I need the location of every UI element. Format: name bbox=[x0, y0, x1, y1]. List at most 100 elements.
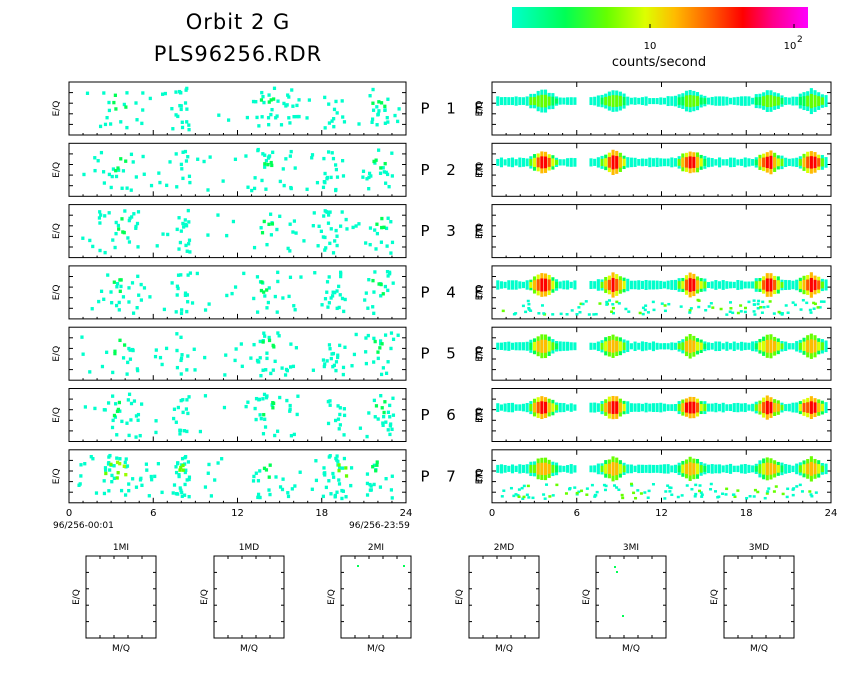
data-cell bbox=[329, 227, 333, 231]
band-cell bbox=[773, 402, 777, 413]
data-cell bbox=[130, 281, 135, 285]
band-cell bbox=[718, 281, 722, 289]
band-cell bbox=[662, 464, 667, 474]
data-cell bbox=[526, 299, 530, 303]
data-cell bbox=[115, 409, 120, 414]
data-cell bbox=[93, 406, 97, 411]
data-cell bbox=[186, 273, 190, 277]
band-cell bbox=[536, 95, 540, 107]
data-cell bbox=[140, 402, 144, 406]
band-cell bbox=[566, 465, 570, 473]
band-cell bbox=[662, 281, 667, 289]
band-cell bbox=[773, 464, 777, 474]
data-cell bbox=[793, 303, 797, 307]
band-cell bbox=[562, 159, 566, 166]
data-cell bbox=[158, 355, 163, 360]
x-tick-label-left: 6 bbox=[150, 508, 156, 519]
data-cell bbox=[604, 484, 608, 488]
band-cell bbox=[640, 464, 644, 474]
y-axis-label-small: E/Q bbox=[710, 589, 720, 605]
y-axis-label: E/Q bbox=[52, 101, 62, 117]
data-cell bbox=[386, 97, 390, 101]
data-cell bbox=[334, 228, 338, 233]
y-axis-label-right: E/Q bbox=[475, 346, 485, 362]
data-cell bbox=[183, 470, 187, 475]
data-cell bbox=[185, 86, 189, 91]
data-cell bbox=[233, 285, 238, 289]
band-cell bbox=[510, 342, 515, 350]
data-cell bbox=[699, 491, 703, 494]
band-cell bbox=[604, 464, 608, 474]
data-cell bbox=[341, 372, 345, 377]
data-cell bbox=[709, 302, 713, 305]
data-cell bbox=[107, 489, 111, 493]
band-cell bbox=[596, 341, 600, 352]
band-cell bbox=[820, 97, 824, 105]
data-cell bbox=[336, 417, 341, 421]
data-cell bbox=[135, 306, 139, 310]
data-cell bbox=[258, 356, 262, 360]
data-cell bbox=[206, 233, 210, 237]
band-cell bbox=[684, 95, 689, 107]
band-cell bbox=[754, 466, 758, 472]
data-cell bbox=[94, 491, 99, 495]
band-cell bbox=[611, 401, 615, 414]
band-cell bbox=[532, 464, 537, 473]
band-cell bbox=[706, 403, 711, 412]
band-cell bbox=[507, 465, 511, 472]
band-cell bbox=[569, 157, 573, 167]
y-axis-label-right: E/Q bbox=[475, 284, 485, 300]
band-cell bbox=[532, 402, 537, 413]
data-cell bbox=[378, 339, 383, 343]
band-cell bbox=[640, 403, 644, 412]
data-cell bbox=[252, 342, 256, 347]
band-cell bbox=[558, 341, 562, 352]
band-cell bbox=[543, 339, 548, 353]
data-cell bbox=[125, 464, 130, 468]
data-cell bbox=[390, 427, 394, 431]
data-cell bbox=[297, 114, 301, 119]
data-cell bbox=[386, 288, 390, 293]
data-cell bbox=[585, 487, 589, 490]
data-cell bbox=[386, 120, 390, 124]
data-cell bbox=[375, 105, 379, 109]
band-cell bbox=[706, 157, 711, 168]
data-cell bbox=[667, 302, 671, 306]
data-cell bbox=[203, 355, 207, 360]
band-cell bbox=[626, 464, 630, 474]
band-cell bbox=[566, 341, 570, 351]
data-cell bbox=[256, 148, 260, 153]
small-panel-3MD bbox=[723, 555, 795, 639]
band-cell bbox=[529, 403, 533, 412]
data-cell bbox=[271, 368, 275, 372]
data-cell bbox=[578, 311, 582, 314]
band-cell bbox=[596, 403, 600, 412]
data-cell bbox=[364, 241, 368, 245]
data-cell bbox=[83, 462, 87, 466]
data-cell bbox=[265, 306, 269, 310]
data-cell bbox=[700, 495, 704, 498]
band-cell bbox=[532, 280, 537, 290]
band-cell bbox=[776, 280, 780, 290]
band-cell bbox=[751, 403, 755, 412]
data-cell bbox=[124, 472, 128, 477]
band-cell bbox=[714, 159, 718, 166]
band-cell bbox=[496, 403, 500, 412]
band-cell bbox=[611, 95, 615, 108]
data-cell bbox=[170, 281, 174, 285]
data-cell bbox=[185, 368, 189, 372]
small-panel-1MD bbox=[213, 555, 285, 639]
data-cell bbox=[254, 471, 258, 475]
band-cell bbox=[589, 280, 593, 289]
data-cell bbox=[376, 113, 380, 117]
band-cell bbox=[655, 98, 659, 105]
band-cell bbox=[780, 158, 784, 167]
band-cell bbox=[784, 279, 788, 291]
data-cell bbox=[249, 356, 253, 360]
data-cell bbox=[331, 251, 336, 255]
data-cell bbox=[357, 222, 361, 226]
band-cell bbox=[604, 280, 608, 290]
data-cell bbox=[116, 223, 121, 228]
data-cell bbox=[707, 305, 711, 308]
band-cell bbox=[802, 96, 806, 107]
